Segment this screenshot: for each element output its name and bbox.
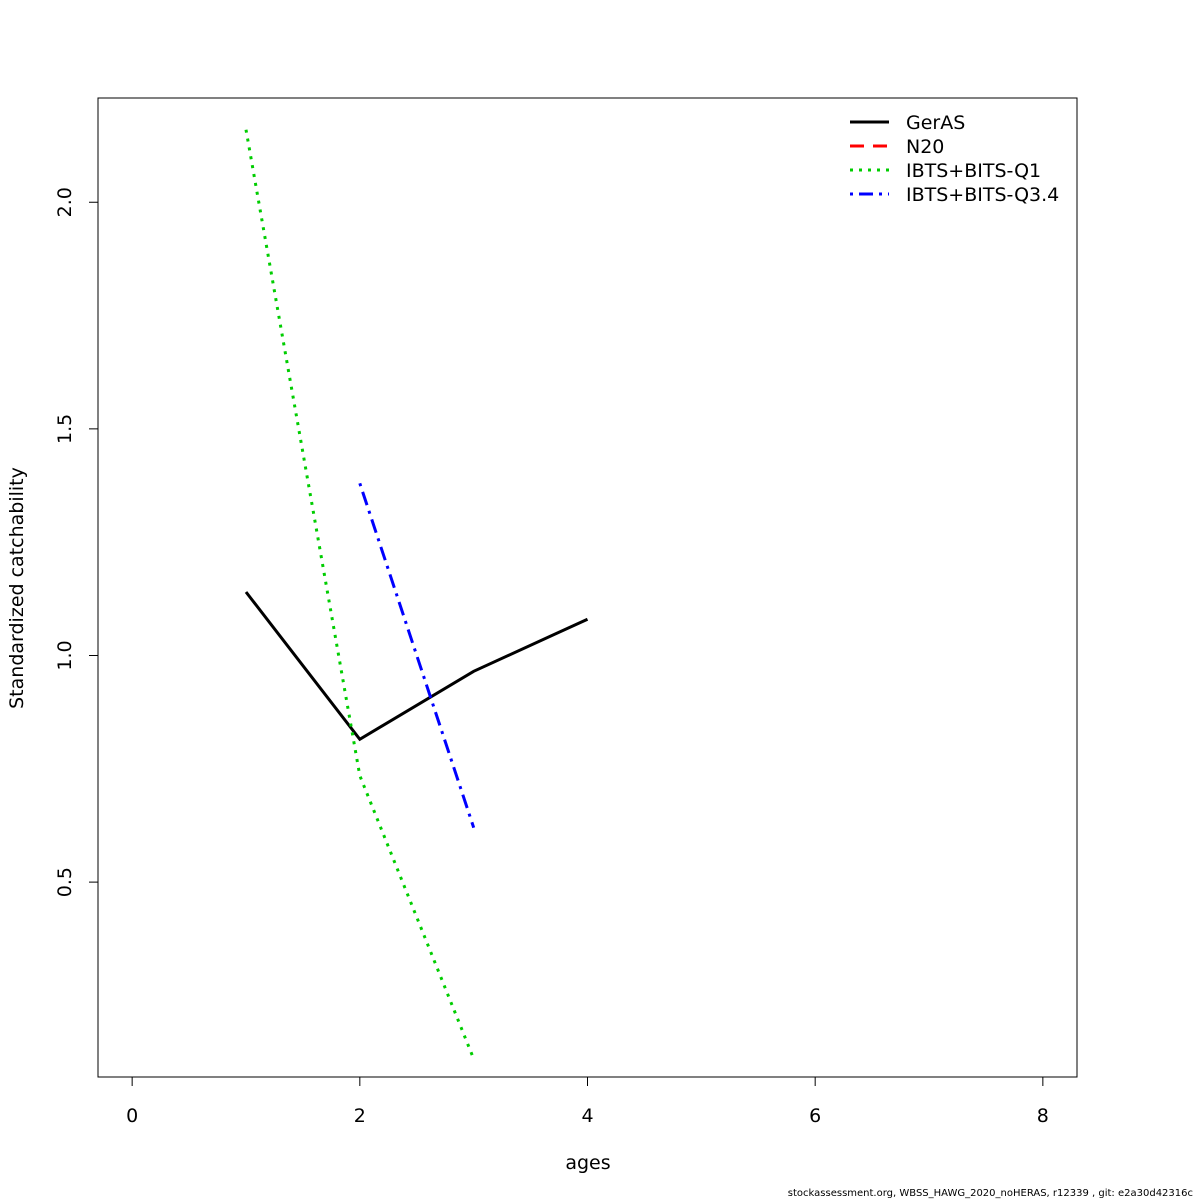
x-axis: 0 2 4 6 8 <box>126 1076 1049 1127</box>
y-tick-label: 1.0 <box>54 640 76 670</box>
plot-frame <box>97 97 1078 1078</box>
x-tick-label: 8 <box>1037 1105 1049 1127</box>
y-axis-label: Standardized catchability <box>6 467 28 709</box>
x-tick-label: 2 <box>354 1105 366 1127</box>
x-tick-label: 6 <box>809 1105 821 1127</box>
y-tick-label: 2.0 <box>54 187 76 217</box>
legend-label: IBTS+BITS-Q1 <box>906 160 1041 182</box>
legend-label: IBTS+BITS-Q3.4 <box>906 184 1059 206</box>
x-axis-label: ages <box>565 1152 610 1174</box>
legend-label: N20 <box>906 136 944 158</box>
y-tick-label: 0.5 <box>54 867 76 897</box>
series-line-ibts-bits-q1 <box>244 129 476 1060</box>
y-tick-label: 1.5 <box>54 414 76 444</box>
x-tick-label: 4 <box>581 1105 593 1127</box>
series-line-geras <box>244 591 589 742</box>
series-layer <box>244 129 589 1060</box>
legend-label: GerAS <box>906 112 965 134</box>
y-axis: 0.5 1.0 1.5 2.0 <box>54 187 99 897</box>
x-tick-label: 0 <box>126 1105 138 1127</box>
series-line-ibts-bits-q3-4 <box>358 482 476 829</box>
footer-note: stockassessment.org, WBSS_HAWG_2020_noHE… <box>787 1188 1193 1199</box>
